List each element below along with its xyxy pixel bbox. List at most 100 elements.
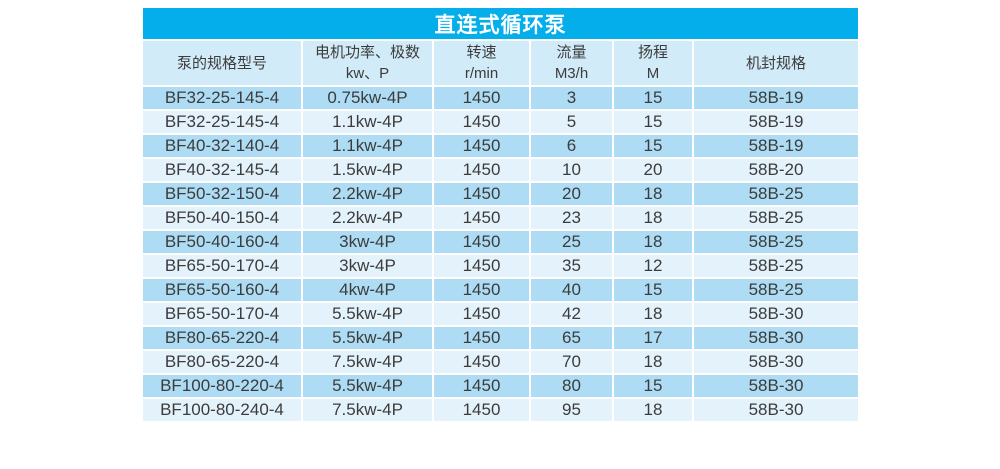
table-cell-seal-spec: 58B-25 [693,206,858,231]
table-cell-seal-spec: 58B-19 [693,86,858,111]
table-cell-flow: 65 [530,326,614,351]
table-cell-head: 18 [613,302,694,327]
table-cell-pump-model: BF65-50-170-4 [143,302,303,327]
table-cell-speed: 1450 [433,350,531,375]
table-cell-pump-model: BF80-65-220-4 [143,350,303,375]
table-cell-motor-power: 1.1kw-4P [302,134,434,159]
column-header-line: 转速 [466,44,497,61]
table-body: BF32-25-145-4 0.75kw-4P 1450 3 15 58B-19 BF32-… [143,86,858,423]
table-cell-pump-model: BF40-32-140-4 [143,134,303,159]
table-cell-pump-model: BF100-80-220-4 [143,374,303,399]
table-cell-pump-model: BF32-25-145-4 [143,110,303,135]
table-cell-seal-spec: 58B-30 [693,350,858,375]
column-header-head: 扬程 M [613,39,694,87]
table-cell-flow: 42 [530,302,614,327]
table-cell-speed: 1450 [433,158,531,183]
table-cell-flow: 10 [530,158,614,183]
table-row: BF100-80-240-4 7.5kw-4P 1450 95 18 58B-30 [143,398,858,423]
table-cell-motor-power: 1.1kw-4P [302,110,434,135]
table-row: BF80-65-220-4 7.5kw-4P 1450 70 18 58B-30 [143,350,858,375]
table-cell-flow: 5 [530,110,614,135]
table-cell-motor-power: 2.2kw-4P [302,206,434,231]
table-cell-head: 15 [613,134,694,159]
table-cell-flow: 80 [530,374,614,399]
table-cell-head: 15 [613,86,694,111]
table-row: BF80-65-220-4 5.5kw-4P 1450 65 17 58B-30 [143,326,858,351]
table-cell-seal-spec: 58B-30 [693,374,858,399]
table-cell-speed: 1450 [433,206,531,231]
table-cell-seal-spec: 58B-25 [693,278,858,303]
column-header-speed: 转速 r/min [433,39,531,87]
table-cell-flow: 95 [530,398,614,423]
table-cell-speed: 1450 [433,326,531,351]
table-cell-flow: 25 [530,230,614,255]
table-cell-speed: 1450 [433,278,531,303]
table-cell-head: 18 [613,206,694,231]
table-cell-flow: 6 [530,134,614,159]
column-header-motor-power: 电机功率、极数 kw、P [302,39,434,87]
table-cell-motor-power: 0.75kw-4P [302,86,434,111]
table-cell-speed: 1450 [433,86,531,111]
table-cell-seal-spec: 58B-30 [693,302,858,327]
column-header-line: M3/h [554,65,589,82]
table-cell-pump-model: BF32-25-145-4 [143,86,303,111]
table-cell-motor-power: 5.5kw-4P [302,374,434,399]
table-cell-motor-power: 3kw-4P [302,254,434,279]
table-cell-speed: 1450 [433,398,531,423]
table-cell-flow: 3 [530,86,614,111]
table-cell-motor-power: 3kw-4P [302,230,434,255]
table-cell-seal-spec: 58B-25 [693,230,858,255]
table-row: BF100-80-220-4 5.5kw-4P 1450 80 15 58B-30 [143,374,858,399]
table-cell-flow: 20 [530,182,614,207]
table-cell-speed: 1450 [433,134,531,159]
table-cell-head: 18 [613,398,694,423]
table-cell-motor-power: 4kw-4P [302,278,434,303]
table-row: BF65-50-160-4 4kw-4P 1450 40 15 58B-25 [143,278,858,303]
table-cell-pump-model: BF50-40-150-4 [143,206,303,231]
table-row: BF32-25-145-4 0.75kw-4P 1450 3 15 58B-19 [143,86,858,111]
table-cell-pump-model: BF80-65-220-4 [143,326,303,351]
table-cell-flow: 40 [530,278,614,303]
table-cell-speed: 1450 [433,110,531,135]
table-cell-head: 15 [613,110,694,135]
table-cell-pump-model: BF65-50-170-4 [143,254,303,279]
table-cell-head: 18 [613,182,694,207]
table-cell-seal-spec: 58B-25 [693,182,858,207]
table-cell-flow: 35 [530,254,614,279]
table-cell-head: 18 [613,350,694,375]
table-row: BF65-50-170-4 5.5kw-4P 1450 42 18 58B-30 [143,302,858,327]
table-row: BF50-32-150-4 2.2kw-4P 1450 20 18 58B-25 [143,182,858,207]
table-cell-flow: 70 [530,350,614,375]
table-cell-head: 20 [613,158,694,183]
column-header-flow: 流量 M3/h [530,39,614,87]
column-header-line: r/min [464,65,499,82]
table-cell-pump-model: BF40-32-145-4 [143,158,303,183]
spec-table: 泵的规格型号 电机功率、极数 kw、P 转速 r/min 流量 M3/h 扬程 M 机封规格 BF… [143,39,858,423]
table-cell-speed: 1450 [433,374,531,399]
table-cell-head: 15 [613,278,694,303]
table-cell-seal-spec: 58B-30 [693,398,858,423]
table-cell-motor-power: 1.5kw-4P [302,158,434,183]
table-cell-motor-power: 7.5kw-4P [302,350,434,375]
table-cell-pump-model: BF100-80-240-4 [143,398,303,423]
table-cell-seal-spec: 58B-25 [693,254,858,279]
table-cell-flow: 23 [530,206,614,231]
table-cell-motor-power: 7.5kw-4P [302,398,434,423]
table-row: BF40-32-140-4 1.1kw-4P 1450 6 15 58B-19 [143,134,858,159]
table-cell-speed: 1450 [433,230,531,255]
column-header-line: 电机功率、极数 [314,44,420,61]
table-title: 直连式循环泵 [434,13,567,37]
table-title-bar: 直连式循环泵 [143,8,858,39]
table-cell-head: 17 [613,326,694,351]
table-row: BF65-50-170-4 3kw-4P 1450 35 12 58B-25 [143,254,858,279]
table-row: BF40-32-145-4 1.5kw-4P 1450 10 20 58B-20 [143,158,858,183]
column-header-line: 扬程 [637,44,668,61]
pump-spec-table: 直连式循环泵 泵的规格型号 电机功率、极数 kw、P 转速 r/min 流量 M3/h 扬程 M… [143,8,858,423]
column-header-line: kw、P [345,65,390,82]
table-row: BF50-40-160-4 3kw-4P 1450 25 18 58B-25 [143,230,858,255]
column-header-line: 机封规格 [745,54,806,72]
table-cell-seal-spec: 58B-20 [693,158,858,183]
column-header-pump-model: 泵的规格型号 [143,39,303,87]
column-header-seal-spec: 机封规格 [693,39,858,87]
table-cell-speed: 1450 [433,254,531,279]
